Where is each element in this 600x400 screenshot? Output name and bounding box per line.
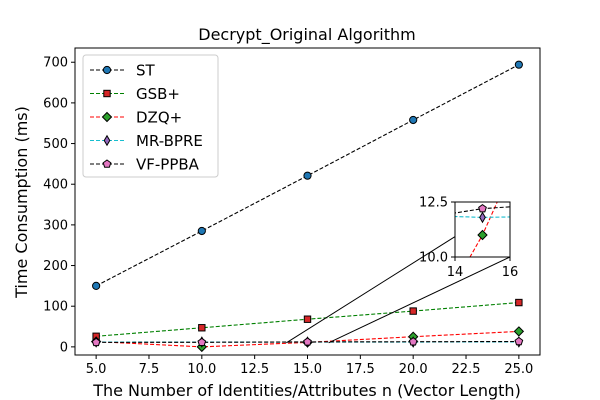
inset-y-tick-label: 12.5 bbox=[419, 196, 448, 211]
y-tick-label: 700 bbox=[43, 56, 68, 71]
legend-label: GSB+ bbox=[136, 85, 180, 103]
data-point bbox=[513, 326, 525, 337]
y-tick-label: 300 bbox=[43, 218, 68, 233]
inset-x-tick-label: 14 bbox=[447, 265, 464, 280]
inset-series-line bbox=[455, 206, 510, 214]
inset-series-line bbox=[455, 215, 510, 218]
data-point bbox=[514, 60, 523, 69]
series-gsb- bbox=[92, 298, 523, 340]
legend-marker bbox=[102, 159, 112, 168]
y-axis-label: Time Consumption (ms) bbox=[12, 106, 31, 299]
data-point bbox=[303, 315, 312, 323]
y-tick-label: 400 bbox=[43, 178, 68, 193]
legend-label: ST bbox=[136, 62, 156, 80]
legend: ST GSB+ DZQ+ MR-BPRE VF-PPBA bbox=[82, 54, 219, 178]
inset-series-line bbox=[469, 202, 498, 257]
data-point bbox=[197, 226, 206, 236]
inset-series-dzq- bbox=[469, 202, 498, 257]
inset-data-point bbox=[479, 211, 486, 224]
x-tick-label: 15.0 bbox=[293, 362, 322, 377]
inset-data-point bbox=[477, 229, 488, 241]
data-point bbox=[303, 337, 312, 346]
data-point bbox=[515, 298, 523, 307]
x-tick-label: 25.0 bbox=[504, 362, 533, 377]
plot-area: 5.0 7.5 10.0 12.5 15.0 17.5 20.0 22.5 25.0 0 100 2… bbox=[43, 47, 541, 377]
data-point bbox=[514, 336, 524, 346]
x-tick-label: 10.0 bbox=[187, 362, 216, 377]
x-tick-label: 22.5 bbox=[452, 362, 481, 377]
data-point bbox=[197, 337, 207, 347]
inset-data-point bbox=[478, 203, 487, 213]
inset-connector bbox=[328, 256, 511, 344]
legend-label: MR-BPRE bbox=[136, 132, 203, 150]
y-tick-label: 200 bbox=[43, 259, 68, 274]
x-axis-label: The Number of Identities/Attributes n (V… bbox=[92, 381, 521, 400]
legend-marker bbox=[103, 89, 111, 98]
x-tick-label: 5.0 bbox=[86, 362, 107, 377]
y-axis: 0 100 200 300 400 500 600 700 bbox=[43, 56, 75, 355]
inset-series-layer bbox=[455, 202, 510, 257]
y-tick-label: 0 bbox=[60, 340, 68, 355]
data-point bbox=[409, 115, 418, 125]
x-tick-label: 20.0 bbox=[399, 362, 428, 377]
series-layer bbox=[90, 60, 525, 353]
inset-zoom: 14 16 10.0 12.5 bbox=[286, 196, 519, 344]
inset-series-vf-ppba bbox=[455, 203, 510, 214]
y-tick-label: 600 bbox=[43, 96, 68, 111]
x-tick-label: 7.5 bbox=[139, 362, 160, 377]
inset-series-mr-bpre bbox=[455, 211, 510, 224]
data-point bbox=[92, 281, 101, 290]
x-tick-label: 12.5 bbox=[240, 362, 269, 377]
inset-x-tick-label: 16 bbox=[502, 265, 519, 280]
data-point bbox=[198, 324, 206, 332]
y-tick-label: 500 bbox=[43, 137, 68, 152]
legend-marker bbox=[101, 111, 113, 123]
legend-label: DZQ+ bbox=[136, 109, 182, 127]
legend-label: VF-PPBA bbox=[136, 156, 200, 174]
data-point bbox=[409, 307, 417, 315]
legend-box bbox=[82, 54, 219, 178]
data-point bbox=[303, 171, 312, 180]
inset-y-tick-label: 10.0 bbox=[419, 251, 448, 266]
legend-marker bbox=[102, 65, 112, 75]
x-axis: 5.0 7.5 10.0 12.5 15.0 17.5 20.0 22.5 25.0 bbox=[86, 355, 533, 377]
data-point bbox=[91, 337, 101, 347]
series-vf-ppba bbox=[91, 336, 524, 347]
data-point bbox=[408, 337, 418, 346]
legend-marker bbox=[103, 134, 111, 147]
inset-frame bbox=[454, 201, 511, 258]
chart-title: Decrypt_Original Algorithm bbox=[198, 25, 416, 45]
x-tick-label: 17.5 bbox=[346, 362, 375, 377]
y-tick-label: 100 bbox=[43, 300, 68, 315]
series-st bbox=[92, 60, 523, 290]
series-line bbox=[95, 64, 520, 287]
